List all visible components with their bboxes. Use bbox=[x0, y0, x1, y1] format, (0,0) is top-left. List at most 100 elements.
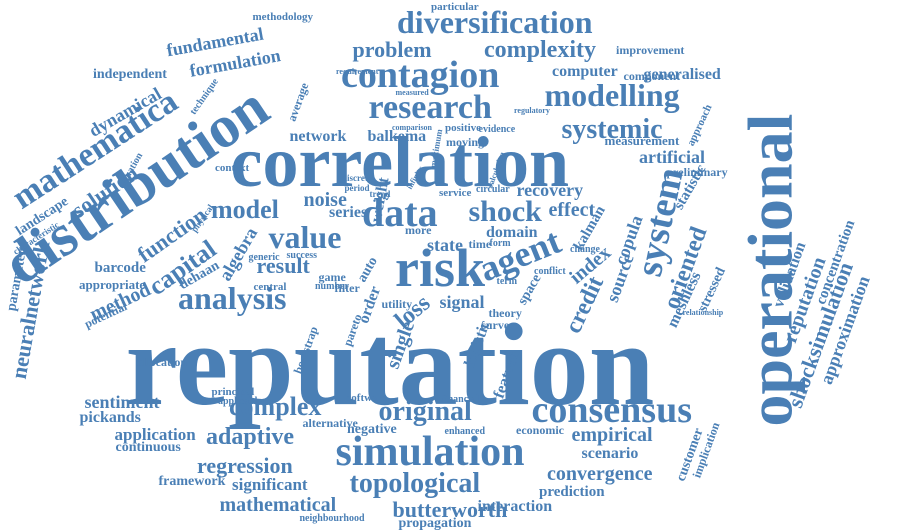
cloud-word: application bbox=[114, 424, 196, 444]
cloud-word: adaptive bbox=[206, 424, 295, 450]
cloud-word: principal bbox=[211, 385, 255, 398]
cloud-word: generic bbox=[248, 252, 280, 263]
cloud-word: game bbox=[318, 270, 346, 284]
cloud-word: systemic bbox=[561, 114, 663, 145]
cloud-word: series bbox=[329, 204, 368, 221]
cloud-word: result bbox=[256, 253, 310, 278]
cloud-word: auto bbox=[354, 254, 381, 285]
cloud-word: original bbox=[378, 396, 472, 427]
cloud-word: contagion bbox=[341, 54, 500, 96]
cloud-word: more bbox=[405, 223, 432, 237]
cloud-word: sentiment bbox=[84, 392, 160, 412]
cloud-word: moving bbox=[446, 135, 485, 149]
cloud-word: research bbox=[368, 89, 492, 126]
cloud-word: alternative bbox=[302, 416, 358, 430]
cloud-word: continuous bbox=[115, 440, 181, 455]
cloud-word: methodology bbox=[252, 10, 314, 23]
cloud-word: time bbox=[468, 237, 492, 251]
cloud-word: effect bbox=[548, 199, 596, 221]
cloud-word: interaction bbox=[477, 498, 553, 515]
cloud-word: value bbox=[268, 219, 342, 255]
cloud-word: utility bbox=[381, 297, 413, 311]
cloud-word: butterworth bbox=[392, 497, 508, 522]
cloud-word: preliminary bbox=[666, 165, 728, 179]
cloud-word: economic bbox=[516, 423, 564, 437]
cloud-word: form bbox=[489, 238, 511, 249]
cloud-word: noise bbox=[303, 189, 347, 211]
cloud-word: risk bbox=[395, 238, 486, 298]
cloud-word: term bbox=[496, 276, 518, 287]
cloud-word: trend bbox=[369, 188, 391, 199]
cloud-word: measurement bbox=[604, 132, 680, 148]
cloud-word: allocation bbox=[137, 355, 187, 369]
cloud-word: complexity bbox=[484, 37, 596, 63]
cloud-word: computer bbox=[552, 63, 618, 80]
cloud-word: signal bbox=[439, 292, 485, 312]
cloud-word: recovery bbox=[516, 180, 584, 200]
cloud-word: change bbox=[570, 244, 600, 255]
cloud-word: evidence bbox=[478, 124, 516, 135]
cloud-word: improvement bbox=[616, 43, 685, 57]
cloud-word: framework bbox=[158, 474, 226, 489]
cloud-word: regression bbox=[197, 453, 293, 478]
cloud-word: theory bbox=[488, 306, 522, 320]
cloud-word: consensus bbox=[531, 389, 693, 431]
cloud-word: circular bbox=[476, 184, 510, 195]
cloud-word: shock bbox=[468, 195, 542, 228]
cloud-word: filter bbox=[334, 281, 360, 295]
cloud-word: financial bbox=[441, 394, 479, 405]
cloud-word: artificial bbox=[639, 147, 705, 167]
cloud-word: success bbox=[286, 250, 318, 261]
cloud-word: conflict bbox=[534, 266, 566, 277]
cloud-word: network bbox=[289, 128, 347, 145]
cloud-word: simulation bbox=[335, 429, 525, 475]
cloud-word: relationship bbox=[682, 308, 724, 317]
cloud-word: state bbox=[427, 235, 463, 255]
cloud-word: appropriate bbox=[79, 276, 146, 292]
cloud-word: positive bbox=[445, 121, 482, 134]
cloud-word: reputation bbox=[125, 299, 655, 430]
cloud-word: domain bbox=[486, 224, 538, 241]
cloud-word: number bbox=[315, 281, 349, 292]
cloud-word: average bbox=[284, 80, 312, 124]
cloud-word: barcode bbox=[94, 259, 146, 276]
cloud-word: context bbox=[215, 161, 250, 174]
cloud-word: period bbox=[344, 182, 370, 193]
cloud-word: complex bbox=[229, 392, 322, 421]
cloud-word: discrete bbox=[342, 172, 372, 183]
cloud-word: approach bbox=[684, 102, 715, 148]
cloud-word: modelling bbox=[544, 77, 680, 113]
cloud-word: component bbox=[623, 69, 681, 83]
cloud-word: generalised bbox=[643, 66, 721, 83]
cloud-word: data bbox=[362, 190, 438, 235]
cloud-word: negative bbox=[347, 422, 397, 437]
cloud-word: topological bbox=[349, 468, 481, 499]
cloud-word: prediction bbox=[539, 483, 605, 500]
cloud-word: scenario bbox=[581, 445, 639, 462]
cloud-word: curve bbox=[480, 318, 510, 332]
cloud-word: enhanced bbox=[444, 426, 486, 437]
cloud-word: neighbourhood bbox=[299, 513, 365, 524]
cloud-word: software bbox=[347, 391, 388, 404]
cloud-word: service bbox=[439, 186, 472, 199]
cloud-word: measured bbox=[395, 88, 429, 97]
cloud-word: diversification bbox=[397, 4, 593, 40]
cloud-word: propagation bbox=[398, 516, 472, 531]
cloud-word: comparison bbox=[392, 123, 432, 132]
cloud-word: mathematical bbox=[219, 494, 337, 516]
cloud-word: pickands bbox=[79, 409, 141, 426]
cloud-word: balkema bbox=[367, 128, 427, 145]
cloud-word: analysis bbox=[178, 280, 287, 316]
cloud-word: requirement bbox=[336, 67, 379, 76]
cloud-word: independent bbox=[93, 67, 167, 82]
cloud-word: empirical bbox=[571, 424, 653, 446]
cloud-word: particular bbox=[431, 0, 479, 13]
cloud-word: regulatory bbox=[514, 106, 550, 115]
cloud-word: central bbox=[253, 280, 287, 293]
cloud-word: convergence bbox=[547, 463, 653, 485]
cloud-word: problem bbox=[352, 37, 432, 62]
cloud-word: model bbox=[211, 195, 279, 224]
cloud-word: applicable bbox=[218, 396, 262, 407]
cloud-word: correlation bbox=[230, 122, 570, 202]
